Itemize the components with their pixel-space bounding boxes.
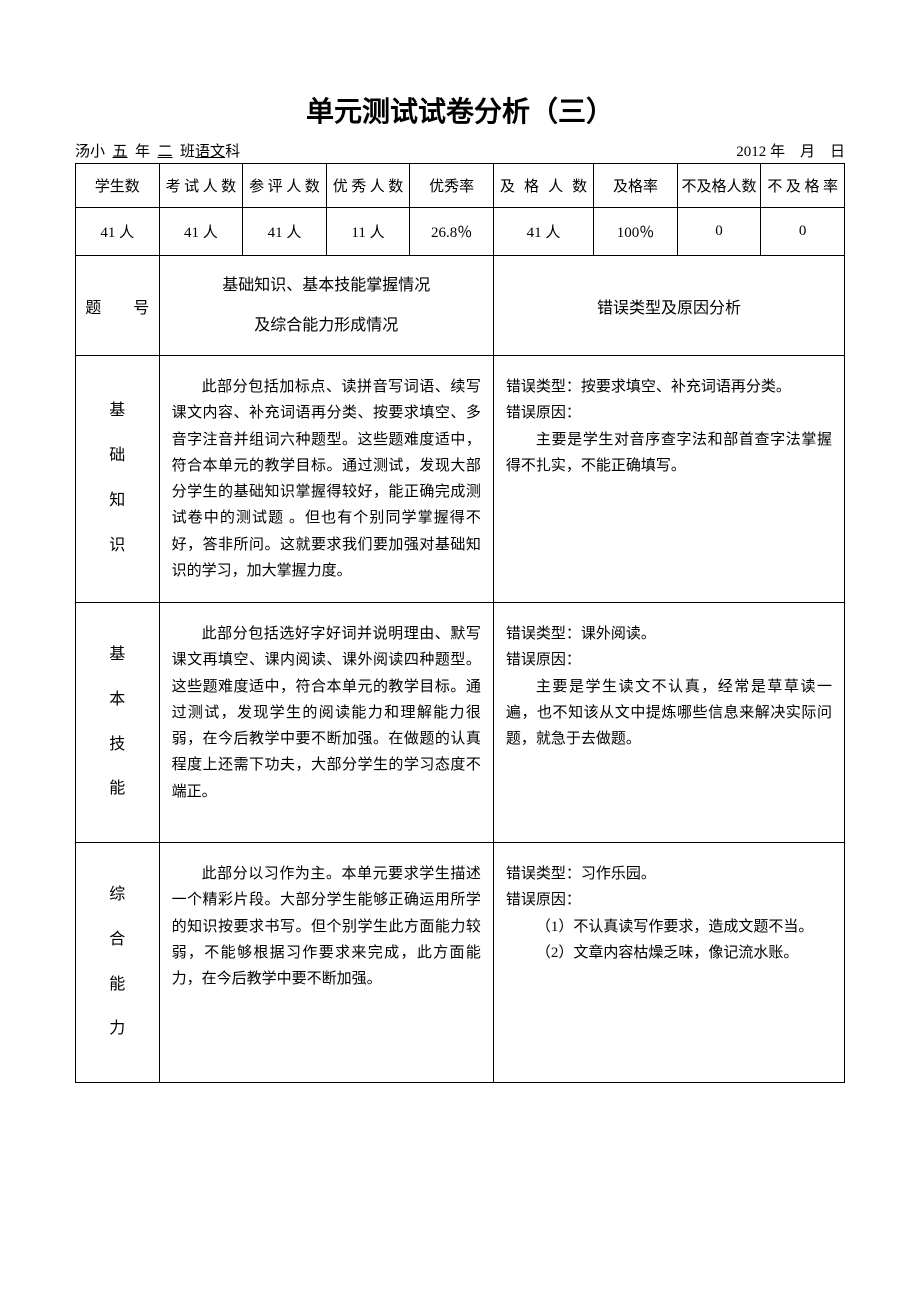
main-basic-skills: 此部分包括选好字好词并说明理由、默写课文再填空、课内阅读、课外阅读四种题型。这些… [159, 603, 493, 843]
row-comprehensive: 综合能力 此部分以习作为主。本单元要求学生描述一个精彩片段。大部分学生能够正确运… [76, 843, 845, 1083]
error-reason-label-skills: 错误原因： [506, 647, 832, 673]
row-basic-skills: 基本技能 此部分包括选好字好词并说明理由、默写课文再填空、课内阅读、课外阅读四种… [76, 603, 845, 843]
header-info: 汤小五年二班语文科 2012 年 月 日 [75, 140, 845, 161]
td-excellent-count: 11 人 [326, 208, 410, 256]
th-fail-rate: 不及格率 [761, 164, 845, 208]
th-excellent-rate: 优秀率 [410, 164, 494, 208]
td-pass-rate: 100％ [594, 208, 678, 256]
analysis-comprehensive: 错误类型：习作乐园。 错误原因： （1）不认真读写作要求，造成文题不当。 （2）… [493, 843, 844, 1083]
error-reason1-comp: （1）不认真读写作要求，造成文题不当。 [506, 914, 832, 940]
td-exam-count: 41 人 [159, 208, 243, 256]
td-fail-count: 0 [677, 208, 761, 256]
page-title: 单元测试试卷分析（三） [75, 90, 845, 130]
section-header-row: 题 号 基础知识、基本技能掌握情况 及综合能力形成情况 错误类型及原因分析 [76, 256, 845, 356]
main-basic-knowledge: 此部分包括加标点、读拼音写词语、续写课文内容、补充词语再分类、按要求填空、多音字… [159, 356, 493, 603]
th-error-analysis: 错误类型及原因分析 [493, 256, 844, 356]
th-review-count: 参评人数 [243, 164, 327, 208]
row-basic-knowledge: 基础知识 此部分包括加标点、读拼音写词语、续写课文内容、补充词语再分类、按要求填… [76, 356, 845, 603]
th-pass-count: 及格人数 [493, 164, 593, 208]
error-reason-label-basic: 错误原因： [506, 400, 832, 426]
error-reason-basic: 主要是学生对音序查字法和部首查字法掌握得不扎实，不能正确填写。 [506, 427, 832, 480]
th-question-no: 题 号 [76, 256, 160, 356]
td-excellent-rate: 26.8％ [410, 208, 494, 256]
td-pass-count: 41 人 [493, 208, 593, 256]
td-review-count: 41 人 [243, 208, 327, 256]
grade-field: 五 [105, 140, 135, 161]
th-skills: 基础知识、基本技能掌握情况 及综合能力形成情况 [159, 256, 493, 356]
error-type-skills: 错误类型：课外阅读。 [506, 621, 832, 647]
main-comprehensive: 此部分以习作为主。本单元要求学生描述一个精彩片段。大部分学生能够正确运用所学的知… [159, 843, 493, 1083]
school-name: 汤小 [75, 144, 105, 160]
th-exam-count: 考试人数 [159, 164, 243, 208]
label-basic-knowledge: 基础知识 [76, 356, 160, 603]
analysis-basic-skills: 错误类型：课外阅读。 错误原因： 主要是学生读文不认真，经常是草草读一遍，也不知… [493, 603, 844, 843]
class-field: 二 [150, 140, 180, 161]
th-students: 学生数 [76, 164, 160, 208]
label-basic-skills: 基本技能 [76, 603, 160, 843]
subject-field: 语文 [195, 140, 225, 161]
error-type-basic: 错误类型：按要求填空、补充词语再分类。 [506, 374, 832, 400]
stat-data-row: 41 人 41 人 41 人 11 人 26.8％ 41 人 100％ 0 0 [76, 208, 845, 256]
error-type-comp: 错误类型：习作乐园。 [506, 861, 832, 887]
td-fail-rate: 0 [761, 208, 845, 256]
th-excellent-count: 优秀人数 [326, 164, 410, 208]
error-reason-skills: 主要是学生读文不认真，经常是草草读一遍，也不知该从文中提炼哪些信息来解决实际问题… [506, 674, 832, 753]
skills-line2: 及综合能力形成情况 [162, 306, 491, 346]
stat-header-row: 学生数 考试人数 参评人数 优秀人数 优秀率 及格人数 及格率 不及格人数 不及… [76, 164, 845, 208]
skills-line1: 基础知识、基本技能掌握情况 [162, 266, 491, 306]
error-reason2-comp: （2）文章内容枯燥乏味，像记流水账。 [506, 940, 832, 966]
year-field: 2012 [736, 144, 766, 160]
error-reason-label-comp: 错误原因： [506, 887, 832, 913]
analysis-basic-knowledge: 错误类型：按要求填空、补充词语再分类。 错误原因： 主要是学生对音序查字法和部首… [493, 356, 844, 603]
label-comprehensive: 综合能力 [76, 843, 160, 1083]
th-pass-rate: 及格率 [594, 164, 678, 208]
analysis-table: 学生数 考试人数 参评人数 优秀人数 优秀率 及格人数 及格率 不及格人数 不及… [75, 163, 845, 1083]
td-students: 41 人 [76, 208, 160, 256]
th-fail-count: 不及格人数 [677, 164, 761, 208]
